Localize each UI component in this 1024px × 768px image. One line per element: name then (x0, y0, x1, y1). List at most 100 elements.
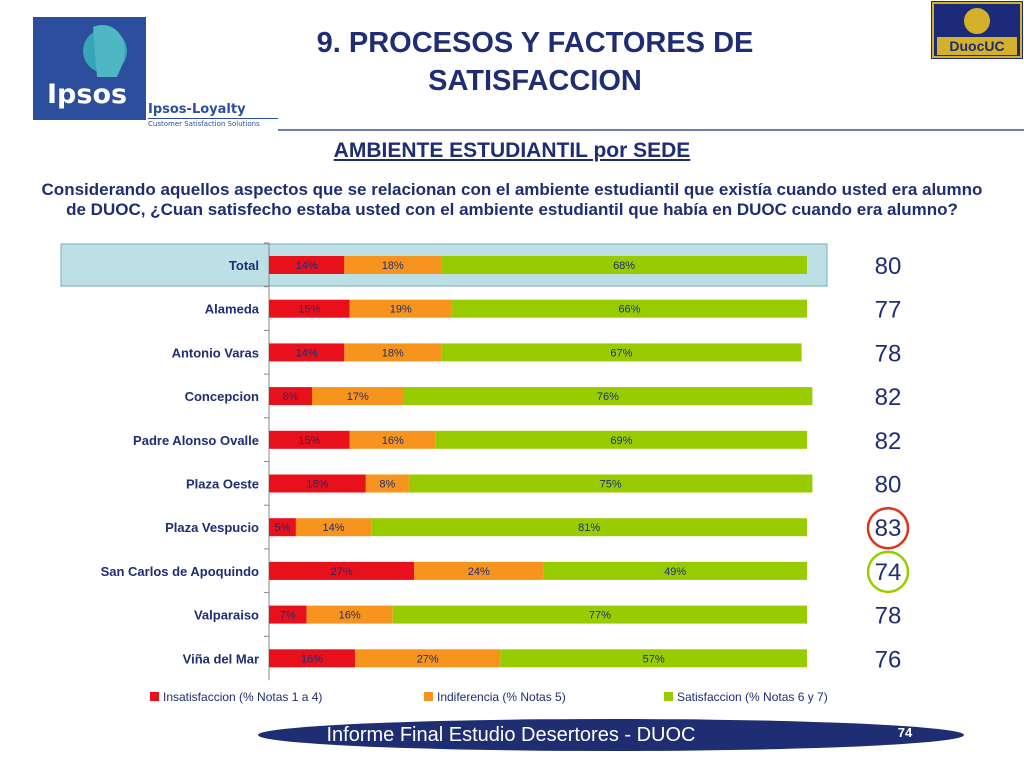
category-label: Padre Alonso Ovalle (133, 433, 259, 448)
bar-segment (451, 299, 807, 318)
loyalty-subtitle: Customer Satisfaction Solutions (148, 118, 278, 128)
ipsos-logo-text: Ipsos (47, 79, 128, 110)
bar-value-label: 77% (589, 610, 611, 622)
bar-segment (408, 474, 813, 493)
bar-value-label: 69% (610, 435, 632, 447)
bar-value-label: 15% (298, 304, 320, 316)
bar-segment (441, 343, 802, 362)
category-label: Viña del Mar (183, 651, 259, 666)
legend-swatch (424, 692, 433, 701)
bar-value-label: 7% (280, 610, 296, 622)
bar-value-label: 16% (301, 653, 323, 665)
bar-segment (269, 518, 296, 537)
bar-segment (269, 299, 350, 318)
category-label: Concepcion (185, 389, 259, 404)
bar-value-label: 68% (613, 260, 635, 272)
score-value: 82 (875, 428, 902, 455)
bar-segment (543, 561, 807, 580)
bar-segment (269, 474, 366, 493)
bar-value-label: 14% (323, 522, 345, 534)
legend-label: Indiferencia (% Notas 5) (437, 690, 566, 704)
bar-value-label: 81% (578, 522, 600, 534)
footer-bar (258, 719, 964, 751)
bar-segment (371, 518, 807, 537)
legend-label: Insatisfaccion (% Notas 1 a 4) (163, 690, 322, 704)
bar-value-label: 17% (347, 391, 369, 403)
bar-value-label: 19% (390, 304, 412, 316)
score-value: 83 (875, 515, 902, 542)
bar-segment (269, 561, 415, 580)
bar-value-label: 16% (339, 610, 361, 622)
legend-swatch (150, 692, 159, 701)
score-value: 77 (875, 297, 902, 324)
category-label: Alameda (205, 302, 260, 317)
bar-value-label: 8% (283, 391, 299, 403)
bar-value-label: 49% (664, 566, 686, 578)
survey-question: Considerando aquellos aspectos que se re… (41, 180, 983, 219)
bar-segment (306, 605, 393, 624)
score-value: 76 (875, 646, 902, 673)
bar-value-label: 24% (468, 566, 490, 578)
bar-segment (355, 649, 501, 668)
score-circle-min (866, 550, 910, 594)
bar-segment (392, 605, 807, 624)
category-label: Valparaiso (194, 608, 259, 623)
score-value: 80 (875, 472, 902, 499)
score-value: 82 (875, 384, 902, 411)
legend-swatch (664, 692, 673, 701)
bar-value-label: 18% (382, 260, 404, 272)
bar-segment (414, 561, 544, 580)
footer-text: Informe Final Estudio Desertores - DUOC (326, 724, 696, 746)
duoc-crest-icon: DuocUC (932, 2, 1022, 58)
bar-segment (441, 256, 807, 274)
page-title-line2: SATISFACCION (428, 65, 642, 97)
score-circle-max (866, 506, 910, 550)
bar-segment (312, 387, 404, 406)
bar-segment (344, 256, 442, 274)
loyalty-title: Ipsos-Loyalty (148, 102, 246, 117)
bar-value-label: 76% (597, 391, 619, 403)
bar-value-label: 57% (643, 653, 665, 665)
bar-segment (269, 387, 313, 406)
bar-segment (269, 430, 350, 449)
bar-segment (269, 256, 345, 274)
bar-value-label: 5% (274, 522, 290, 534)
ipsos-logo: Ipsos (33, 17, 146, 120)
category-label: Plaza Vespucio (165, 520, 259, 535)
bar-segment (349, 299, 452, 318)
bar-value-label: 18% (382, 347, 404, 359)
ipsos-loyalty-brand: Ipsos-Loyalty Customer Satisfaction Solu… (148, 102, 278, 128)
bar-value-label: 14% (296, 347, 318, 359)
bar-value-label: 8% (379, 479, 395, 491)
score-value: 78 (875, 603, 902, 630)
bar-segment (269, 343, 345, 362)
ipsos-face-icon (83, 24, 127, 77)
category-label: Total (229, 258, 259, 273)
bar-segment (500, 649, 807, 668)
bar-value-label: 16% (382, 435, 404, 447)
bar-value-label: 14% (296, 260, 318, 272)
bar-value-label: 27% (417, 653, 439, 665)
page-title-line1: 9. PROCESOS Y FACTORES DE (316, 27, 754, 59)
bar-value-label: 18% (306, 479, 328, 491)
category-label: Plaza Oeste (186, 477, 259, 492)
bar-segment (344, 343, 442, 362)
bar-value-label: 67% (610, 347, 632, 359)
bar-value-label: 15% (298, 435, 320, 447)
header-divider (278, 129, 1024, 131)
category-label: Antonio Varas (172, 345, 259, 360)
bar-value-label: 75% (600, 479, 622, 491)
chart-subtitle: AMBIENTE ESTUDIANTIL por SEDE (333, 139, 691, 162)
category-label: San Carlos de Apoquindo (101, 564, 259, 579)
bar-value-label: 27% (331, 566, 353, 578)
bar-segment (269, 605, 307, 624)
bar-segment (349, 430, 436, 449)
bar-segment (365, 474, 409, 493)
legend-label: Satisfaccion (% Notas 6 y 7) (677, 690, 828, 704)
bar-segment (269, 649, 356, 668)
duoc-logo-text: DuocUC (949, 38, 1004, 54)
bar-segment (295, 518, 372, 537)
score-value: 74 (875, 559, 902, 586)
page-number: 74 (897, 725, 913, 740)
